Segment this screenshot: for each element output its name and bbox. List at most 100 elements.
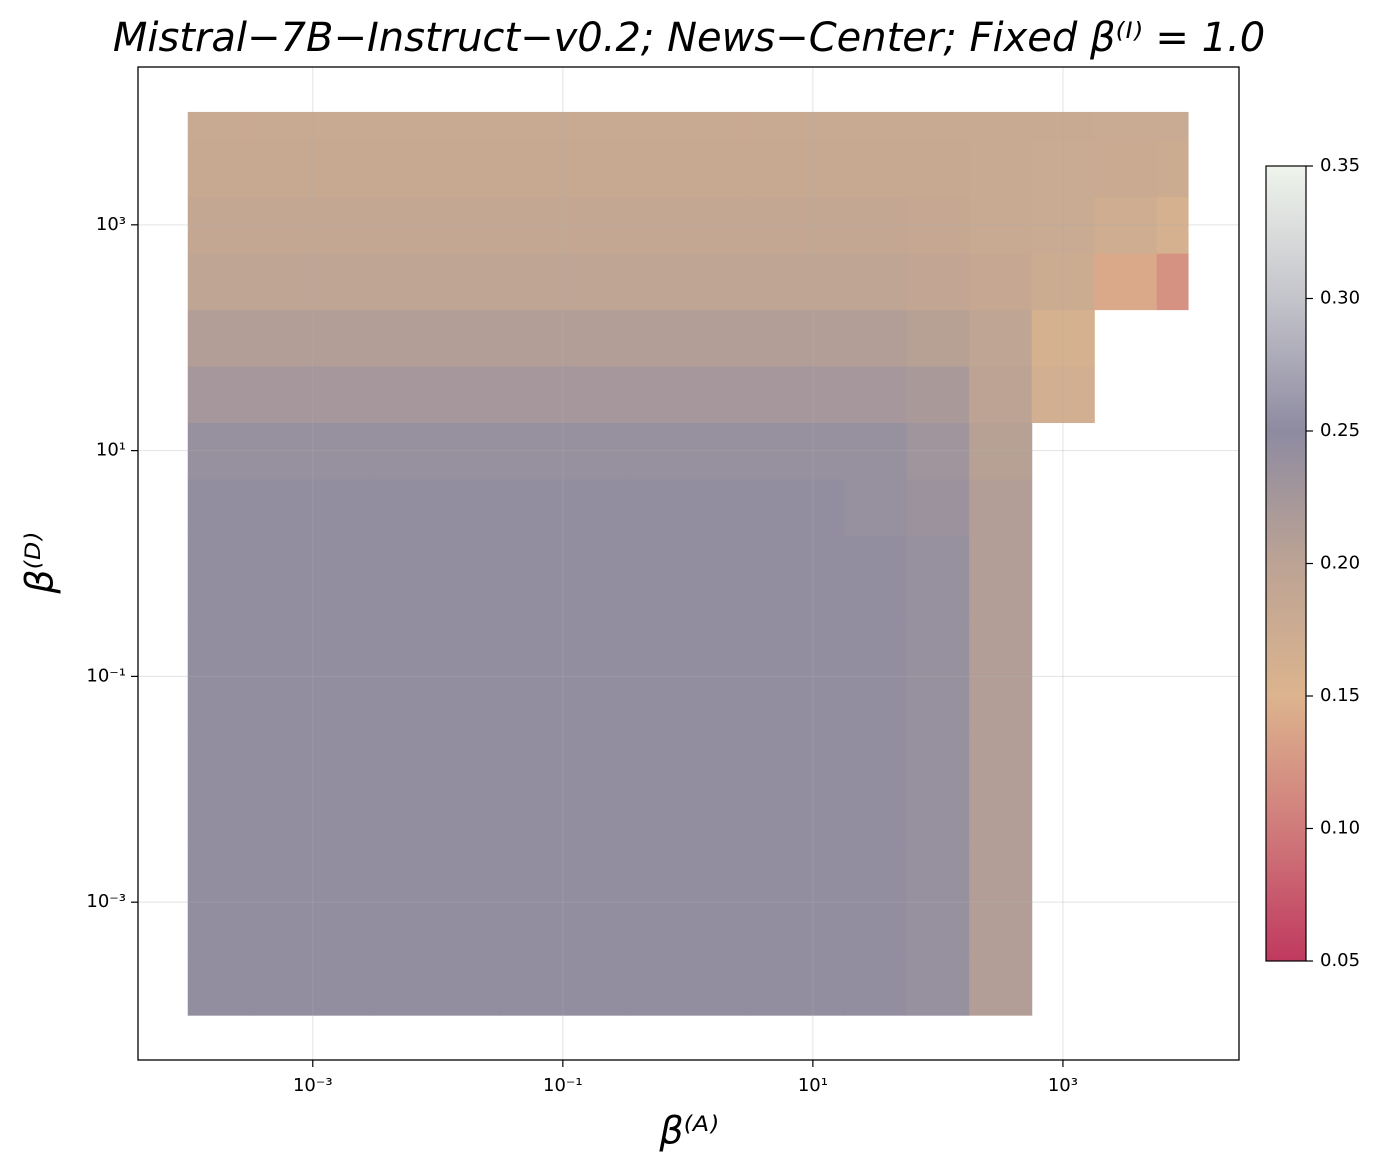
x-tick-label: 10⁻¹ <box>543 1075 583 1096</box>
heatmap-cell <box>500 422 626 480</box>
heatmap-cell <box>375 140 501 198</box>
heatmap-cell <box>375 196 501 254</box>
heatmap-cell <box>625 111 751 141</box>
heatmap-cell <box>969 365 1033 424</box>
heatmap-cell <box>625 365 751 424</box>
chart-title: Mistral−7B−Instruct−v0.2; News−Center; F… <box>113 15 1265 61</box>
heatmap-cell <box>375 478 501 536</box>
heatmap-cell <box>250 422 376 480</box>
heatmap-cell <box>750 958 845 1016</box>
heatmap-cell <box>250 140 376 198</box>
heatmap-cell <box>750 845 845 960</box>
x-tick-label: 10⁻³ <box>293 1075 333 1096</box>
heatmap-cell <box>750 535 845 621</box>
heatmap-cell <box>375 845 501 960</box>
y-tick-label: 10³ <box>96 214 126 235</box>
y-axis-label: β⁽ᴰ⁾ <box>18 532 62 594</box>
heatmap-cell <box>625 140 751 198</box>
heatmap-cell <box>187 365 251 424</box>
heatmap-cell <box>500 958 626 1016</box>
heatmap-cell <box>969 478 1033 536</box>
heatmap-cell <box>250 732 376 847</box>
heatmap-cell <box>625 535 751 621</box>
heatmap-cell <box>750 619 845 734</box>
heatmap-cell <box>187 111 251 141</box>
heatmap-cell <box>844 845 908 960</box>
heatmap-cell <box>844 196 908 254</box>
heatmap-cell <box>1094 253 1158 311</box>
heatmap-cell <box>969 619 1033 734</box>
heatmap-cell <box>375 111 501 141</box>
heatmap-cell <box>844 732 908 847</box>
heatmap-cell <box>250 253 376 311</box>
heatmap-cell <box>250 958 376 1016</box>
heatmap-cell <box>625 309 751 367</box>
heatmap-cell <box>375 732 501 847</box>
heatmap-cell <box>906 140 970 198</box>
heatmap-cell <box>969 111 1033 141</box>
heatmap-cell <box>906 253 970 311</box>
heatmap-cell <box>906 619 970 734</box>
heatmap-cell <box>500 309 626 367</box>
heatmap-cell <box>844 309 908 367</box>
heatmap-cell <box>906 309 970 367</box>
plot-frame <box>137 66 1240 1061</box>
heatmap-cell <box>625 196 751 254</box>
heatmap-cell <box>844 253 908 311</box>
heatmap-cell <box>969 535 1033 621</box>
heatmap-cell <box>500 732 626 847</box>
colorbar-tick-label: 0.30 <box>1320 288 1360 309</box>
heatmap-cell <box>250 309 376 367</box>
heatmap-cell <box>906 196 970 254</box>
y-tick-label: 10⁻³ <box>86 891 126 912</box>
heatmap-cell <box>844 365 908 424</box>
heatmap-cell <box>969 958 1033 1016</box>
heatmap-cell <box>187 253 251 311</box>
heatmap-cell <box>1031 140 1095 198</box>
heatmap-cell <box>1094 140 1158 198</box>
heatmap-cell <box>844 619 908 734</box>
heatmap-cell <box>750 196 845 254</box>
heatmap-cell <box>750 140 845 198</box>
heatmap-cell <box>906 111 970 141</box>
heatmap-cell <box>969 309 1033 367</box>
heatmap-cell <box>1156 111 1189 141</box>
heatmap-cell <box>750 478 845 536</box>
heatmap-cell <box>750 253 845 311</box>
heatmap-cell <box>500 253 626 311</box>
heatmap-cell <box>1031 309 1095 367</box>
heatmap-cell <box>625 619 751 734</box>
heatmap-cell <box>625 478 751 536</box>
heatmap-cell <box>500 365 626 424</box>
heatmap-cell <box>969 845 1033 960</box>
heatmap-cell <box>1031 111 1095 141</box>
heatmap-cell <box>1094 111 1158 141</box>
heatmap-cell <box>187 309 251 367</box>
heatmap-cell <box>1156 196 1189 254</box>
heatmap-cell <box>750 111 845 141</box>
heatmap-cell <box>500 196 626 254</box>
heatmap-cell <box>500 619 626 734</box>
heatmap-cell <box>500 535 626 621</box>
heatmap-cell <box>1031 196 1095 254</box>
heatmap-cell <box>844 478 908 536</box>
heatmap-cell <box>375 535 501 621</box>
heatmap-cell <box>969 732 1033 847</box>
colorbar-tick-label: 0.15 <box>1320 685 1360 706</box>
heatmap-cell <box>844 422 908 480</box>
heatmap-cell <box>906 958 970 1016</box>
heatmap-cell <box>187 845 251 960</box>
heatmap-cell <box>844 111 908 141</box>
heatmap-cell <box>187 958 251 1016</box>
heatmap-cell <box>375 958 501 1016</box>
heatmap-cell <box>1031 253 1095 311</box>
heatmap-cell <box>969 422 1033 480</box>
heatmap-cell <box>906 365 970 424</box>
y-tick-label: 10⁻¹ <box>86 665 126 686</box>
colorbar-tick-label: 0.10 <box>1320 818 1360 839</box>
heatmap-cell <box>625 958 751 1016</box>
heatmap-cell <box>187 196 251 254</box>
colorbar <box>1265 165 1307 962</box>
heatmap-cell <box>844 958 908 1016</box>
heatmap-cell <box>844 140 908 198</box>
